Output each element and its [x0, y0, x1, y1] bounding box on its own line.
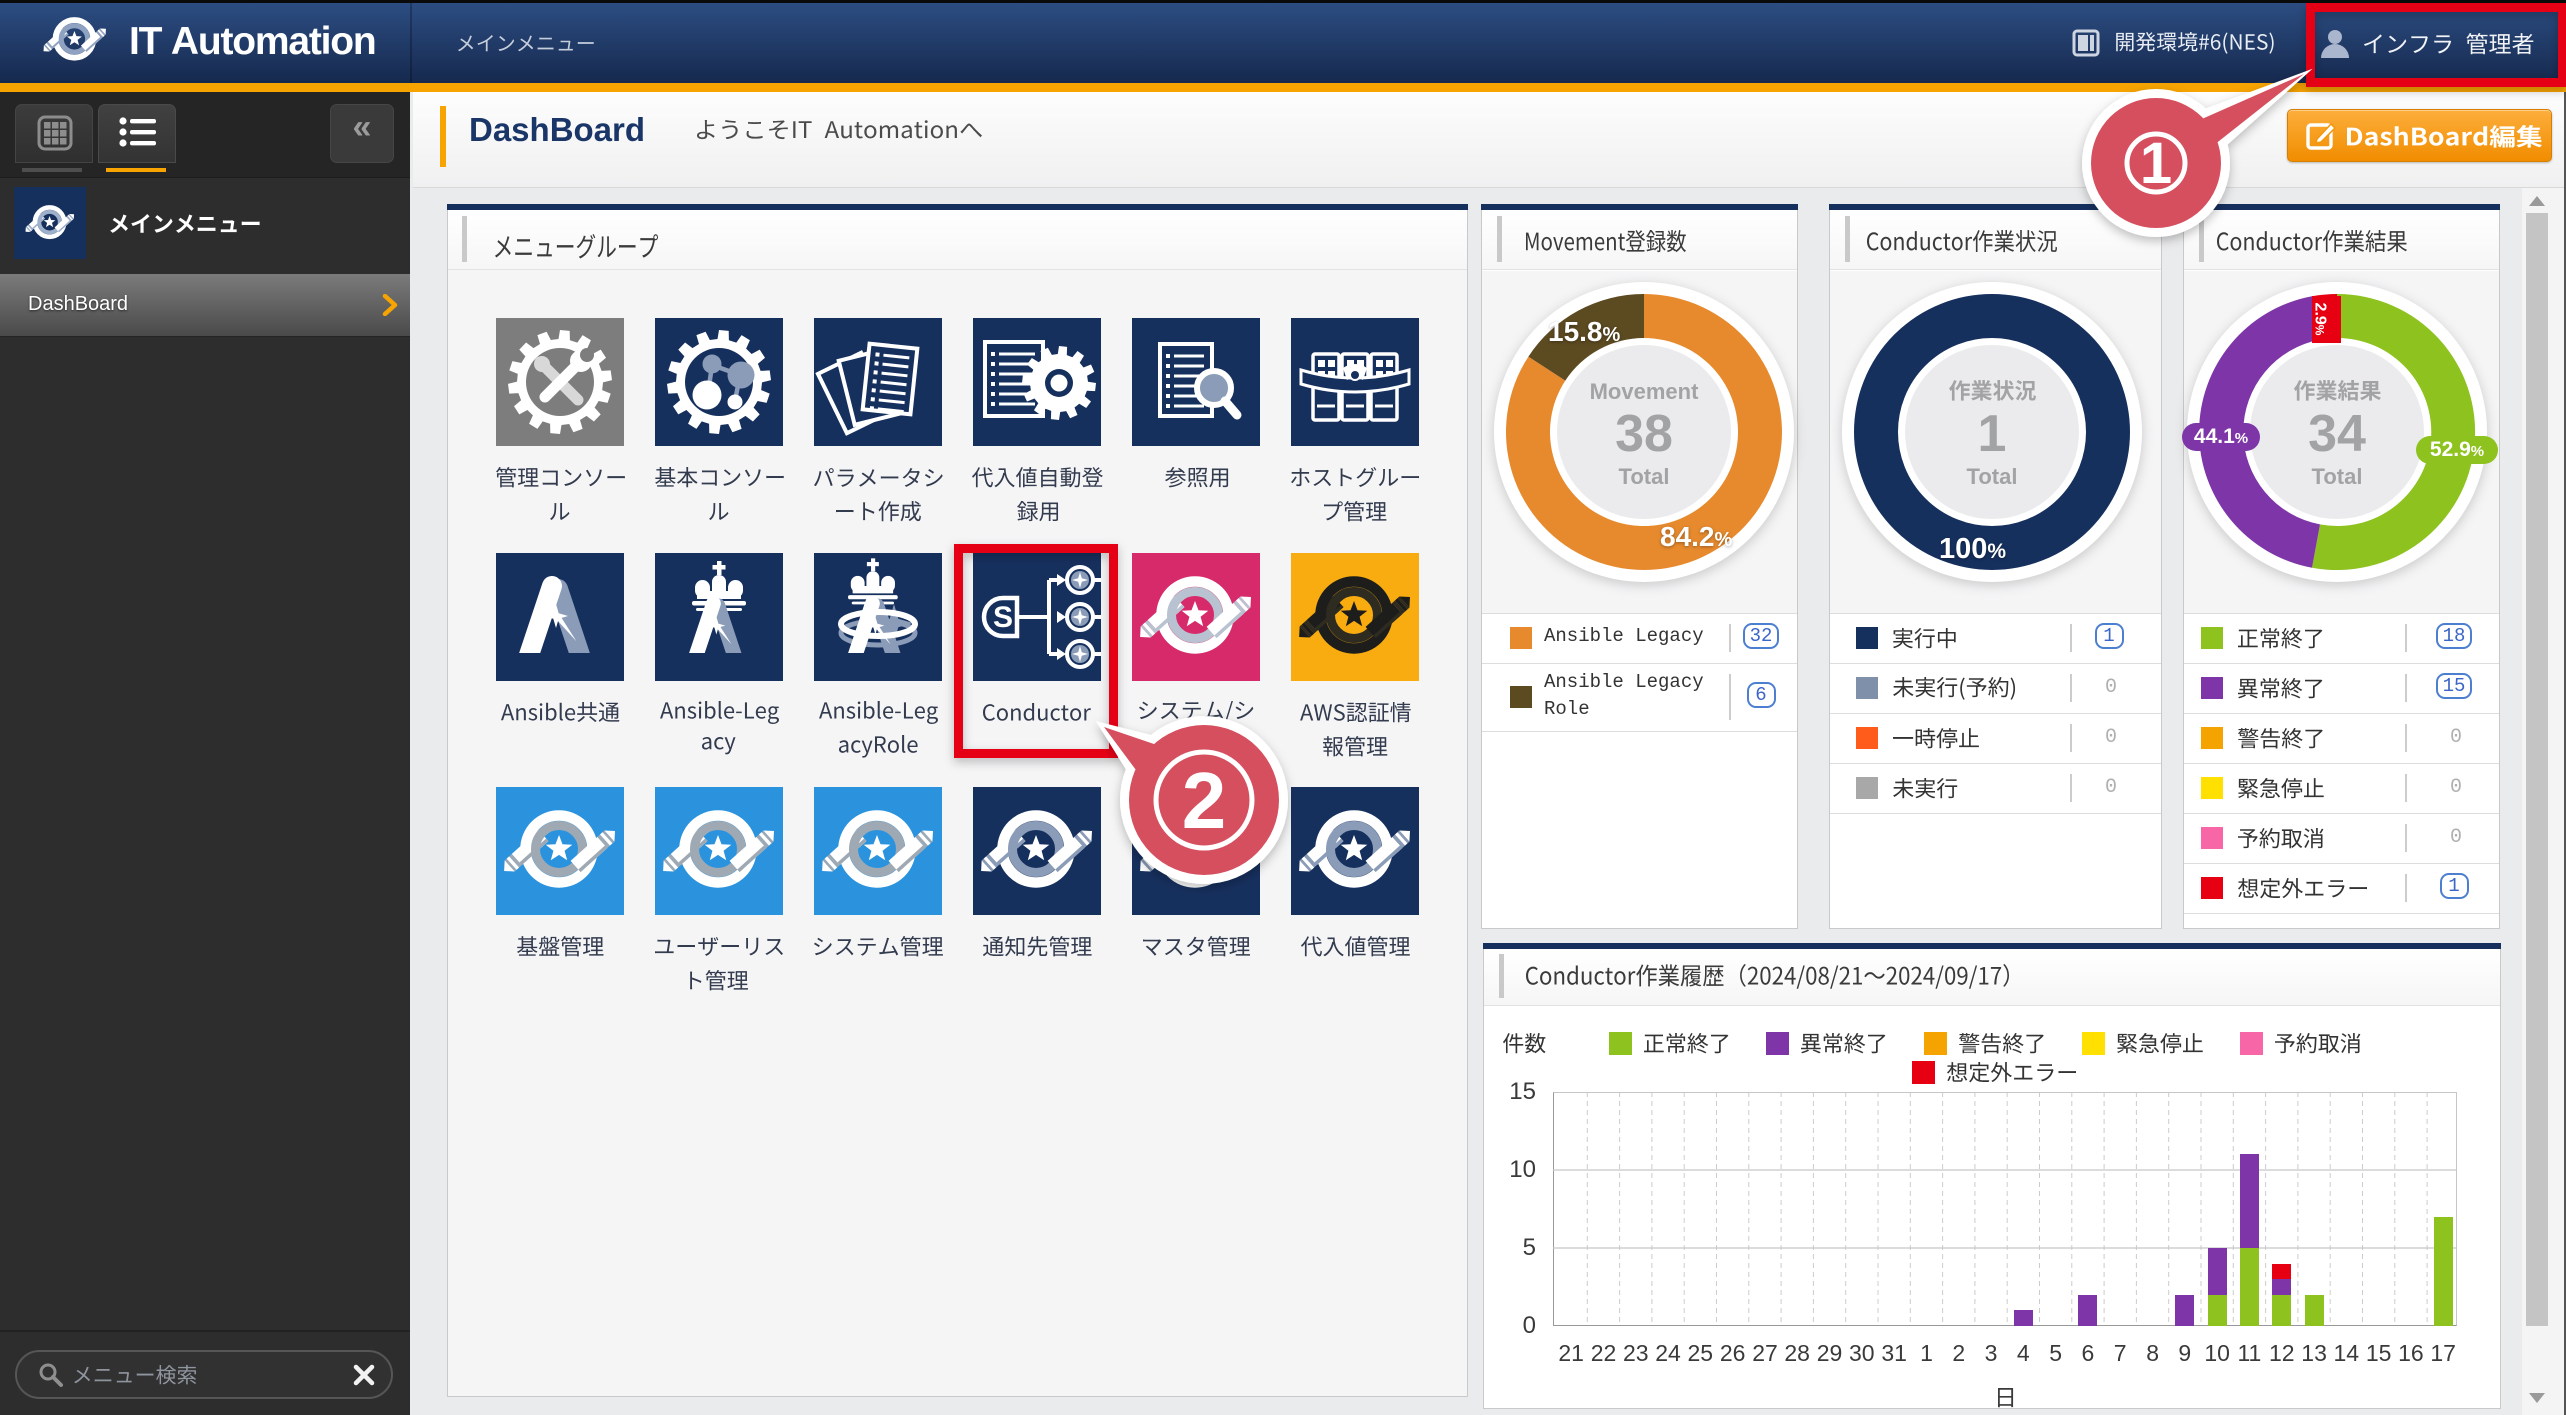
svg-text:1: 1 [2140, 131, 2172, 196]
svg-text:S: S [993, 601, 1013, 634]
svg-text:2: 2 [1182, 756, 1227, 845]
